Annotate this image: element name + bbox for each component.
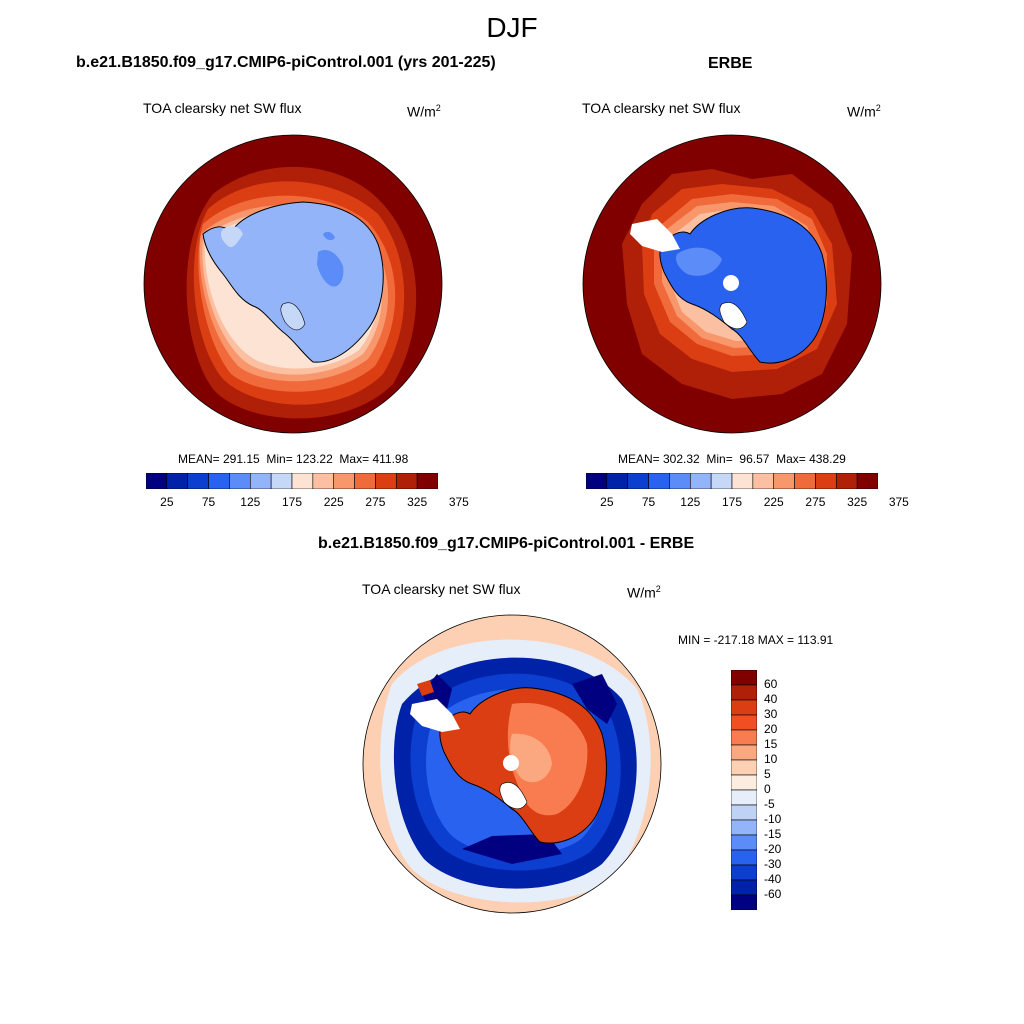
colorbar-swatch — [835, 473, 858, 489]
colorbar-tick-label: 125 — [240, 495, 261, 509]
colorbar-tick-label: -20 — [764, 842, 782, 856]
colorbar-tick-label: -10 — [764, 812, 782, 826]
model-colorbar-labels: 25 75 125 175 225 275 325 375 — [146, 495, 469, 511]
colorbar-tick-label: 25 — [600, 495, 614, 509]
colorbar-swatch — [586, 473, 608, 489]
colorbar-tick-label: 20 — [764, 722, 778, 736]
model-units-label: W/m2 — [407, 103, 441, 120]
colorbar-swatch — [627, 473, 649, 489]
model-panel-title: b.e21.B1850.f09_g17.CMIP6-piControl.001 … — [76, 54, 496, 71]
colorbar-swatch — [333, 473, 355, 489]
colorbar-tick-label: 275 — [365, 495, 386, 509]
colorbar-swatch — [731, 894, 757, 910]
colorbar-tick-label: 15 — [764, 737, 778, 751]
colorbar-swatch — [752, 473, 775, 489]
diff-stats-label: MIN = -217.18 MAX = 113.91 — [678, 633, 834, 647]
colorbar-swatch — [208, 473, 230, 489]
diff-polar-map — [362, 614, 662, 914]
colorbar-tick-label: 175 — [721, 495, 743, 509]
colorbar-swatch — [731, 834, 757, 851]
figure-title: DJF — [486, 12, 538, 43]
diff-panel-title: b.e21.B1850.f09_g17.CMIP6-piControl.001 … — [318, 535, 695, 552]
colorbar-tick-label: 30 — [764, 707, 778, 721]
colorbar-tick-label: 275 — [805, 495, 826, 509]
colorbar-swatch — [731, 879, 757, 896]
colorbar-swatch — [187, 473, 209, 489]
colorbar-swatch — [375, 473, 397, 489]
colorbar-swatch — [731, 849, 757, 866]
obs-variable-label: TOA clearsky net SW flux — [582, 100, 741, 116]
colorbar-swatch — [731, 744, 757, 761]
obs-colorbar-labels: 25 75 125 175 225 275 325 375 — [586, 495, 909, 511]
colorbar-tick-label: 25 — [160, 495, 174, 509]
colorbar-swatch — [648, 473, 670, 489]
colorbar-tick-label: 225 — [323, 495, 344, 509]
diff-colorbar — [731, 670, 757, 910]
model-polar-map — [143, 134, 443, 434]
colorbar-swatch — [773, 473, 795, 489]
colorbar-tick-label: 0 — [764, 782, 771, 796]
colorbar-tick-label: 375 — [888, 495, 909, 509]
colorbar-swatch — [731, 789, 757, 806]
colorbar-swatch — [354, 473, 376, 489]
colorbar-swatch — [794, 473, 816, 489]
colorbar-swatch — [731, 774, 757, 791]
colorbar-tick-label: 75 — [201, 495, 216, 509]
colorbar-tick-label: 60 — [764, 677, 778, 691]
diff-variable-label: TOA clearsky net SW flux — [362, 581, 521, 597]
colorbar-swatch — [270, 473, 293, 489]
colorbar-swatch — [731, 759, 757, 776]
colorbar-tick-label: 75 — [641, 495, 656, 509]
colorbar-tick-label: 175 — [281, 495, 303, 509]
obs-panel-title: ERBE — [708, 55, 753, 72]
colorbar-swatch — [229, 473, 251, 489]
colorbar-swatch — [146, 473, 168, 489]
colorbar-swatch — [731, 864, 757, 881]
colorbar-tick-label: 375 — [448, 495, 469, 509]
colorbar-swatch — [731, 729, 757, 746]
obs-polar-map — [582, 134, 882, 434]
colorbar-swatch — [815, 473, 837, 489]
colorbar-swatch — [166, 473, 189, 489]
colorbar-swatch — [249, 473, 272, 489]
colorbar-tick-label: -5 — [764, 797, 775, 811]
obs-units-label: W/m2 — [847, 103, 881, 120]
colorbar-swatch — [856, 473, 878, 489]
colorbar-swatch — [731, 804, 757, 821]
colorbar-tick-label: -30 — [764, 857, 782, 871]
colorbar-swatch — [606, 473, 629, 489]
colorbar-tick-label: 125 — [680, 495, 701, 509]
colorbar-tick-label: 5 — [764, 767, 771, 781]
colorbar-tick-label: 225 — [763, 495, 784, 509]
colorbar-swatch — [731, 714, 757, 731]
model-variable-label: TOA clearsky net SW flux — [143, 100, 302, 116]
colorbar-swatch — [731, 699, 757, 716]
colorbar-tick-label: 325 — [407, 495, 428, 509]
colorbar-swatch — [689, 473, 712, 489]
colorbar-swatch — [731, 819, 757, 836]
obs-colorbar — [586, 473, 878, 489]
colorbar-tick-label: 325 — [847, 495, 868, 509]
model-stats-label: MEAN= 291.15 Min= 123.22 Max= 411.98 — [178, 452, 409, 466]
colorbar-tick-label: 10 — [764, 752, 778, 766]
colorbar-swatch — [731, 473, 754, 489]
colorbar-swatch — [291, 473, 314, 489]
colorbar-tick-label: -60 — [764, 887, 782, 901]
obs-stats-label: MEAN= 302.32 Min= 96.57 Max= 438.29 — [618, 452, 846, 466]
colorbar-swatch — [416, 473, 438, 489]
colorbar-swatch — [312, 473, 335, 489]
colorbar-tick-label: -40 — [764, 872, 782, 886]
diff-units-label: W/m2 — [627, 584, 661, 601]
colorbar-swatch — [669, 473, 691, 489]
diff-colorbar-labels: 60 40 30 20 15 10 5 0 -5 -10 -15 -20 -30 -40 -60 — [762, 670, 822, 910]
colorbar-swatch — [395, 473, 418, 489]
colorbar-swatch — [731, 670, 757, 686]
model-colorbar — [146, 473, 438, 489]
colorbar-swatch — [710, 473, 733, 489]
colorbar-tick-label: 40 — [764, 692, 778, 706]
colorbar-tick-label: -15 — [764, 827, 782, 841]
colorbar-swatch — [731, 684, 757, 701]
